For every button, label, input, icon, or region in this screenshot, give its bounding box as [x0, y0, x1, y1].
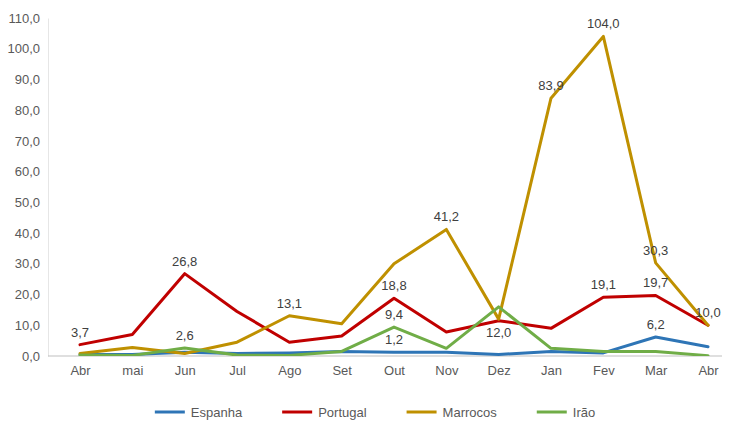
- x-tick-label: Fev: [593, 363, 615, 378]
- x-tick: Abr: [70, 356, 91, 378]
- y-axis: 0,0 10,0 20,0 30,0 40,0 50,0 60,0 70,0 80,0 90,0 1…: [7, 11, 48, 364]
- data-label: 104,0: [587, 16, 620, 31]
- y-tick: 60,0: [15, 164, 48, 179]
- x-tick: Jan: [541, 356, 562, 378]
- chart: 0,0 10,0 20,0 30,0 40,0 50,0 60,0 70,0 80,0 90,0 1…: [0, 0, 750, 432]
- legend-label: Marrocos: [443, 405, 498, 420]
- x-tick-label: Ago: [278, 363, 301, 378]
- y-tick: 100,0: [7, 41, 48, 56]
- x-tick: Mar: [645, 356, 668, 378]
- y-tick: 90,0: [15, 72, 48, 87]
- x-tick: Dez: [488, 356, 511, 378]
- y-tick: 30,0: [15, 256, 48, 271]
- data-label: 19,7: [643, 275, 668, 290]
- x-tick-label: Mar: [645, 363, 668, 378]
- x-tick-label: Abr: [70, 363, 91, 378]
- data-label: 13,1: [277, 296, 302, 311]
- x-tick: Out: [384, 356, 405, 378]
- y-tick: 0,0: [22, 349, 48, 364]
- y-tick: 20,0: [15, 287, 48, 302]
- data-label: 2,6: [176, 328, 194, 343]
- y-axis-line: [48, 19, 49, 357]
- x-tick-label: mai: [122, 363, 143, 378]
- y-tick-label: 0,0: [22, 349, 40, 364]
- data-label: 26,8: [172, 254, 197, 269]
- x-tick-label: Nov: [435, 363, 459, 378]
- data-label: 12,0: [486, 325, 511, 340]
- series-line: [80, 36, 708, 353]
- data-label: 6,2: [647, 317, 665, 332]
- y-tick-label: 60,0: [15, 164, 40, 179]
- data-label: 19,1: [591, 277, 616, 292]
- data-label: 9,4: [385, 307, 403, 322]
- x-tick-label: Jul: [229, 363, 246, 378]
- data-label: 18,8: [381, 278, 406, 293]
- y-tick: 10,0: [15, 318, 48, 333]
- y-tick: 80,0: [15, 103, 48, 118]
- x-tick-label: Out: [384, 363, 405, 378]
- x-tick-label: Jun: [175, 363, 196, 378]
- y-tick: 70,0: [15, 134, 48, 149]
- data-label: 83,9: [538, 78, 563, 93]
- legend-label: Portugal: [318, 405, 367, 420]
- legend-swatch: [537, 411, 567, 414]
- x-tick: Nov: [435, 356, 459, 378]
- data-label: 41,2: [434, 209, 459, 224]
- y-tick-label: 40,0: [15, 226, 40, 241]
- data-label: 1,2: [385, 332, 403, 347]
- y-tick-label: 90,0: [15, 72, 40, 87]
- x-tick: Abr: [698, 356, 719, 378]
- y-tick: 110,0: [8, 11, 48, 26]
- x-tick-label: Jan: [541, 363, 562, 378]
- y-tick-label: 110,0: [8, 11, 40, 26]
- data-labels: 1,2 6,2 3,7 26,8 18,8 19,1 19,7 13,1 41,2 12,0 83,…: [71, 16, 721, 347]
- x-tick: Set: [332, 356, 352, 378]
- y-tick-label: 80,0: [15, 103, 40, 118]
- data-label: 10,0: [695, 305, 720, 320]
- x-tick: mai: [122, 356, 143, 378]
- y-tick-label: 50,0: [15, 195, 40, 210]
- x-tick: Jul: [229, 356, 246, 378]
- x-tick: Ago: [278, 356, 301, 378]
- data-label: 3,7: [71, 325, 89, 340]
- legend-swatch: [155, 411, 185, 414]
- x-tick: Jun: [175, 356, 196, 378]
- x-tick-label: Set: [332, 363, 352, 378]
- x-tick-label: Dez: [488, 363, 511, 378]
- y-tick-label: 10,0: [15, 318, 40, 333]
- x-tick-label: Abr: [698, 363, 719, 378]
- y-tick: 40,0: [15, 226, 48, 241]
- plot-area: [80, 36, 708, 355]
- y-tick-label: 20,0: [15, 287, 40, 302]
- y-tick: 50,0: [15, 195, 48, 210]
- legend-label: Irão: [573, 405, 595, 420]
- y-tick-label: 70,0: [15, 134, 40, 149]
- y-tick-label: 100,0: [7, 41, 40, 56]
- legend: Espanha Portugal Marrocos Irão: [155, 405, 595, 420]
- y-tick-label: 30,0: [15, 256, 40, 271]
- x-axis-line: [48, 356, 722, 357]
- x-tick: Fev: [593, 356, 615, 378]
- legend-swatch: [407, 411, 437, 414]
- legend-label: Espanha: [191, 405, 243, 420]
- data-label: 30,3: [643, 243, 668, 258]
- x-axis: Abr mai Jun Jul Ago Set Out Nov Dez Jan Fev Mar Abr: [48, 356, 722, 378]
- legend-swatch: [282, 411, 312, 414]
- series-line: [80, 307, 708, 356]
